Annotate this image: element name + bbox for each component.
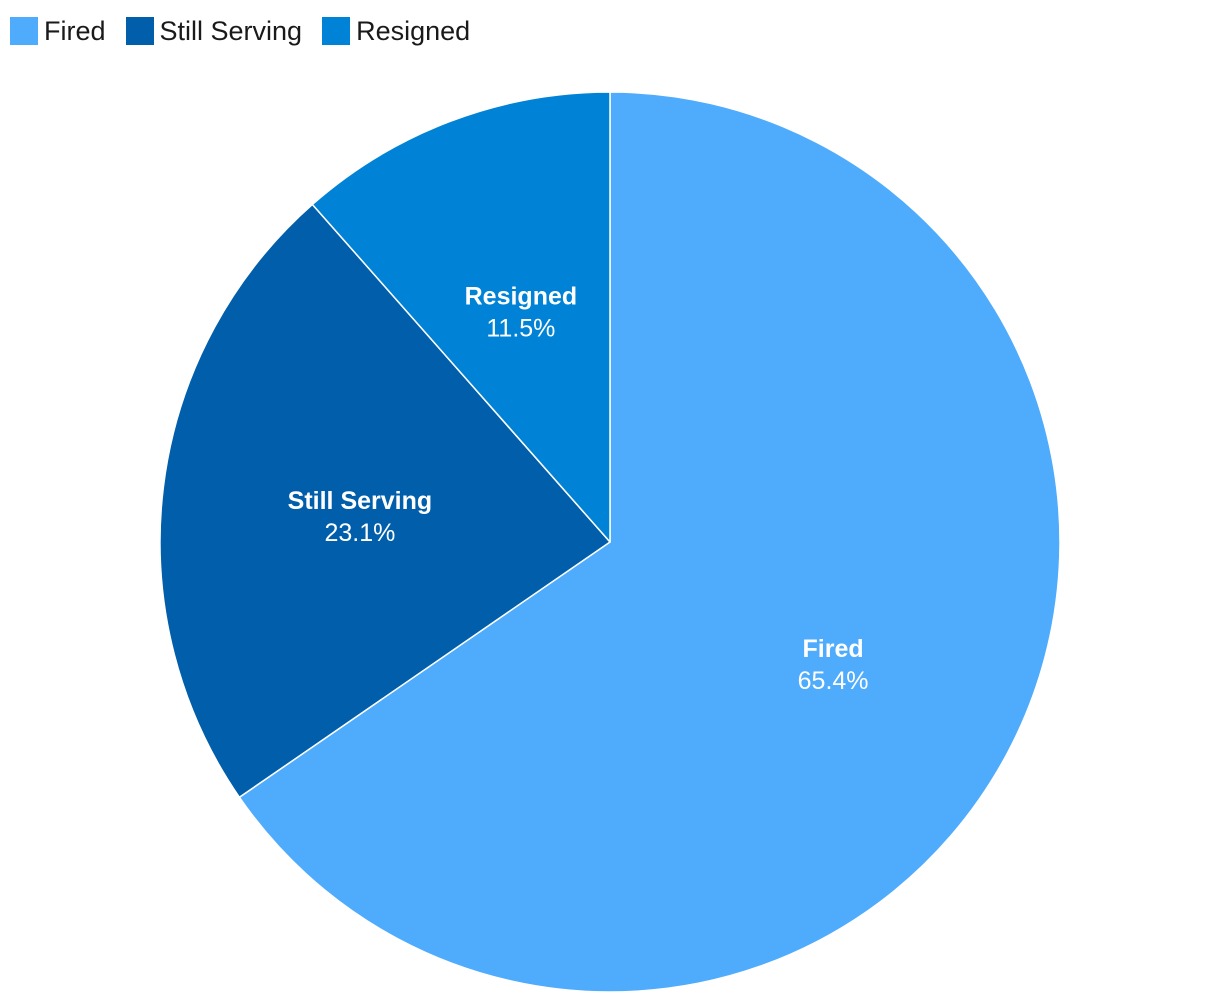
legend-item-resigned[interactable]: Resigned bbox=[322, 16, 470, 47]
legend-swatch-fired bbox=[10, 17, 38, 45]
legend-swatch-resigned bbox=[322, 17, 351, 45]
legend-swatch-still-serving bbox=[125, 17, 154, 45]
legend-label-still-serving: Still Serving bbox=[159, 15, 303, 46]
slice-value-fired: 65.4% bbox=[798, 667, 869, 695]
pie-slices bbox=[159, 91, 1061, 993]
slice-label-resigned: Resigned bbox=[465, 282, 578, 310]
legend-label-fired: Fired bbox=[44, 15, 106, 46]
pie-slice-still-serving[interactable] bbox=[159, 203, 611, 799]
pie-slice-fired[interactable] bbox=[238, 91, 1061, 993]
slice-label-still-serving: Still Serving bbox=[288, 487, 432, 515]
slice-value-resigned: 11.5% bbox=[486, 314, 555, 342]
legend-label-resigned: Resigned bbox=[356, 15, 471, 46]
slice-label-fired: Fired bbox=[803, 635, 864, 663]
pie-slice-resigned[interactable] bbox=[311, 91, 611, 543]
chart-legend: Fired Still Serving Resigned bbox=[10, 14, 490, 48]
legend-item-still-serving[interactable]: Still Serving bbox=[125, 15, 303, 47]
pie-labels: Fired 65.4% Still Serving 23.1% Resigned 11.5… bbox=[288, 282, 869, 695]
legend-item-fired[interactable]: Fired bbox=[10, 16, 106, 47]
slice-value-still-serving: 23.1% bbox=[324, 519, 395, 547]
